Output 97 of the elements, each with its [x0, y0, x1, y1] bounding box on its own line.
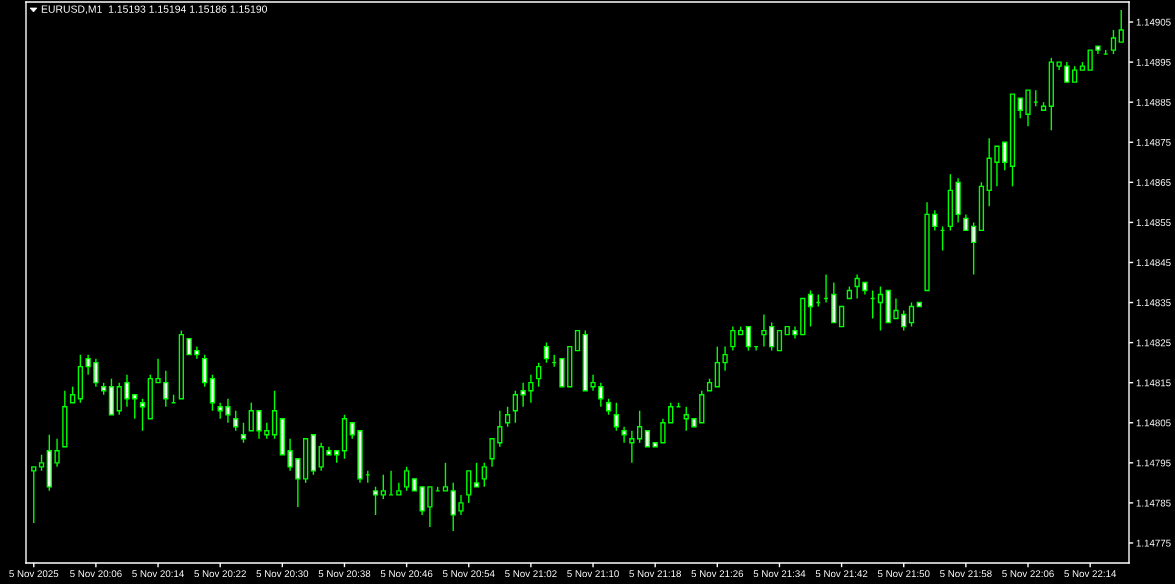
candlestick	[458, 494, 464, 516]
candlestick	[730, 325, 736, 352]
y-tick-label: 1.14865	[1136, 179, 1171, 186]
candlestick	[396, 482, 402, 496]
candlestick	[854, 273, 860, 300]
candlestick	[124, 373, 130, 408]
y-tick-label: 1.14835	[1136, 299, 1171, 307]
candlestick	[1048, 57, 1054, 131]
candlestick	[971, 221, 977, 276]
candlestick	[955, 177, 961, 224]
candlestick	[139, 398, 146, 432]
candlestick	[621, 426, 627, 444]
y-tick-label: 1.14855	[1136, 219, 1171, 227]
candlestick	[1025, 89, 1031, 127]
y-tick-label: 1.14805	[1136, 419, 1171, 427]
candlestick	[46, 434, 52, 492]
candlestick	[93, 357, 99, 388]
candlestick	[924, 201, 930, 292]
candlestick	[963, 213, 969, 232]
candlestick	[831, 281, 837, 324]
x-tick-label: 5 Nov 21:42	[815, 570, 868, 578]
candlestick	[287, 438, 293, 472]
candlestick	[318, 442, 324, 472]
x-tick-label: 5 Nov 21:58	[940, 570, 992, 578]
candlestick	[419, 486, 425, 516]
candlestick	[194, 345, 200, 360]
y-tick-label: 1.14885	[1136, 98, 1171, 106]
candlestick	[357, 430, 363, 484]
chart-title: EURUSD,M1 1.15193 1.15194 1.15186 1.15190	[41, 5, 268, 15]
x-tick-label: 5 Nov 20:22	[194, 570, 246, 578]
x-tick-label: 5 Nov 21:34	[753, 570, 806, 578]
y-tick-label: 1.14895	[1136, 58, 1171, 66]
x-tick-label: 5 Nov 20:06	[70, 570, 122, 578]
candlestick	[893, 297, 899, 320]
candlestick	[372, 486, 379, 516]
y-tick-label: 1.14825	[1136, 339, 1171, 347]
x-tick-label: 5 Nov 20:54	[442, 570, 495, 578]
candlestick	[637, 410, 643, 444]
candlestick	[629, 430, 635, 464]
candlestick	[683, 406, 689, 432]
x-tick-label: 5 Nov 20:46	[380, 570, 433, 578]
candlestick	[225, 398, 231, 424]
candlestick	[986, 137, 992, 208]
candlestick	[660, 418, 666, 444]
x-tick-label: 5 Nov 20:38	[318, 570, 371, 578]
candlestick	[31, 466, 37, 524]
candlestick	[326, 446, 332, 456]
candlestick	[792, 325, 798, 340]
candlestick	[450, 482, 456, 532]
x-tick-label: 5 Nov 20:30	[256, 570, 309, 578]
y-tick-label: 1.14775	[1136, 539, 1171, 547]
x-tick-label: 5 Nov 21:02	[505, 570, 557, 578]
x-tick-label: 5 Nov 20:14	[132, 570, 184, 578]
x-tick-label: 5 Nov 22:14	[1064, 570, 1117, 578]
candlestick	[489, 438, 495, 468]
x-tick-label: 5 Nov 21:18	[629, 570, 681, 578]
candlestick	[722, 345, 728, 372]
candlestick	[163, 369, 169, 408]
candlestick	[155, 357, 161, 384]
candlestick	[132, 394, 138, 420]
candlestick	[442, 462, 449, 492]
candlestick	[62, 389, 68, 448]
candlestick	[497, 410, 503, 448]
candlestick	[271, 389, 278, 440]
candlestick	[807, 289, 814, 328]
candlestick	[528, 373, 534, 404]
x-tick-label: 5 Nov 21:10	[567, 570, 619, 578]
y-tick-label: 1.14815	[1136, 379, 1171, 387]
candlestick	[947, 173, 953, 232]
candlestick	[427, 486, 433, 528]
y-tick-label: 1.14785	[1136, 499, 1171, 507]
candlestick	[520, 381, 526, 408]
candlestick	[217, 402, 223, 420]
candlestick	[1064, 61, 1070, 83]
x-tick-label: 5 Nov 21:26	[691, 570, 744, 578]
y-tick-label: 1.14795	[1136, 459, 1171, 467]
candlestick	[54, 438, 60, 468]
candlestick	[1056, 61, 1062, 71]
candlestick	[932, 209, 938, 232]
candlestick	[862, 281, 868, 296]
candlestick	[1118, 9, 1124, 43]
y-tick-label: 1.14905	[1136, 18, 1171, 26]
y-tick-label: 1.14845	[1136, 259, 1171, 267]
candlestick	[994, 145, 1000, 188]
x-tick-label: 5 Nov 22:06	[1002, 570, 1054, 578]
x-tick-label: 5 Nov 2025	[9, 570, 59, 578]
candlestick	[590, 373, 596, 392]
candlestick	[380, 474, 386, 500]
candlestick	[85, 353, 91, 376]
candlestick	[295, 458, 301, 508]
candlestick	[877, 285, 884, 332]
candlestick	[761, 313, 767, 348]
x-tick-label: 5 Nov 21:50	[877, 570, 930, 578]
candlestick	[256, 410, 262, 440]
y-tick-label: 1.14875	[1136, 138, 1171, 146]
candlestick	[1095, 45, 1101, 55]
candlestick	[473, 462, 480, 488]
